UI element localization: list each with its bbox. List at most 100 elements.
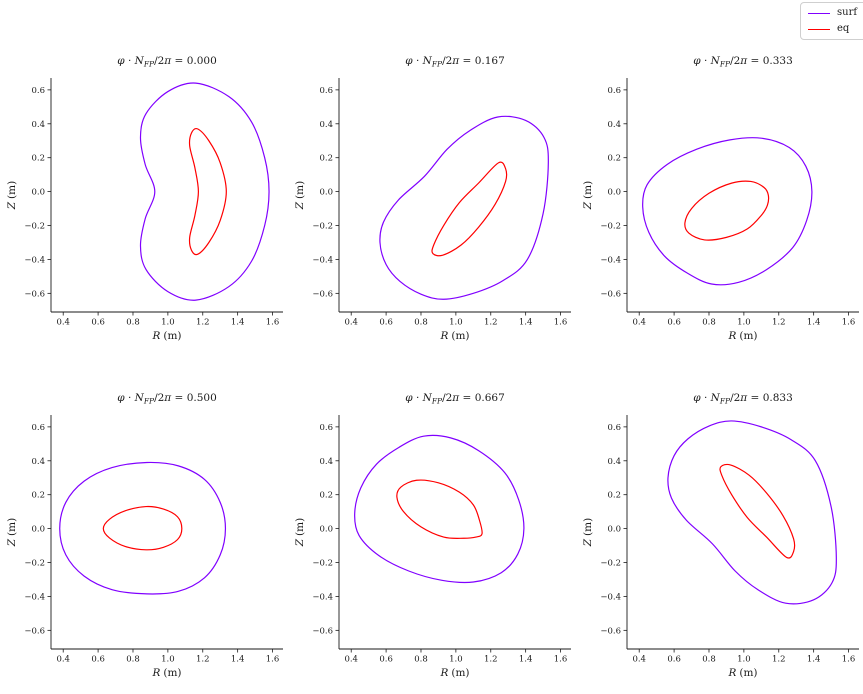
subplot-3: φ · NFP/2π = 0.500 0.4 0.6 0.8 1.0 1.2 1.4 1.6 −… xyxy=(0,337,288,694)
eq-curve xyxy=(396,479,483,539)
y-tick-label: −0.6 xyxy=(600,289,621,299)
x-tick-label: 0.6 xyxy=(91,318,105,328)
y-axis-label: Z(m) xyxy=(294,181,306,210)
legend-label-surf: surf xyxy=(837,7,858,18)
y-tick-label: 0.6 xyxy=(607,86,621,96)
x-axis-label: R (m) xyxy=(439,667,469,679)
y-tick-label: 0.2 xyxy=(31,154,45,164)
x-tick-label: 1.6 xyxy=(554,318,568,328)
x-tick-label: 0.8 xyxy=(414,318,428,328)
x-tick-label: 1.2 xyxy=(484,318,498,328)
surf-curve xyxy=(354,434,525,584)
phi-value: 0.167 xyxy=(475,55,505,67)
x-axis-label: R (m) xyxy=(151,667,181,679)
x-tick-label: 1.6 xyxy=(842,655,856,665)
y-tick-label: −0.6 xyxy=(24,289,45,299)
x-axis-label: R (m) xyxy=(727,330,757,342)
subplot-4-canvas: φ · NFP/2π = 0.667 0.4 0.6 0.8 1.0 1.2 1.4 1.6 −… xyxy=(294,392,571,679)
x-tick-label: 1.2 xyxy=(484,655,498,665)
subplot-0: φ · NFP/2π = 0.000 0.4 0.6 0.8 1.0 1.2 1.4 1.6 −… xyxy=(0,0,288,357)
surf-line-swatch xyxy=(808,12,830,14)
y-tick-label: 0.2 xyxy=(607,491,621,501)
y-tick-label: −0.2 xyxy=(600,222,621,232)
subplot-title: φ · NFP/2π = 0.833 xyxy=(693,392,793,406)
x-tick-label: 0.6 xyxy=(379,318,393,328)
phi-value: 0.000 xyxy=(187,55,217,67)
y-tick-label: 0.0 xyxy=(319,525,333,535)
surf-curve xyxy=(642,137,813,286)
x-tick-label: 1.6 xyxy=(842,318,856,328)
x-tick-label: 0.8 xyxy=(702,318,716,328)
y-tick-label: −0.4 xyxy=(24,255,45,265)
x-tick-label: 1.0 xyxy=(161,655,175,665)
y-tick-label: 0.2 xyxy=(607,154,621,164)
subplot-title: φ · NFP/2π = 0.667 xyxy=(405,392,505,406)
x-tick-label: 0.8 xyxy=(126,655,140,665)
surf-curve xyxy=(379,115,549,300)
subplot-0-canvas: φ · NFP/2π = 0.000 0.4 0.6 0.8 1.0 1.2 1.4 1.6 −… xyxy=(6,55,283,342)
subplot-title: φ · NFP/2π = 0.000 xyxy=(117,55,217,69)
y-axis-label: Z(m) xyxy=(6,181,18,210)
y-tick-label: 0.4 xyxy=(607,457,621,467)
surf-curve xyxy=(667,420,837,605)
x-tick-label: 0.6 xyxy=(379,655,393,665)
x-tick-label: 1.0 xyxy=(161,318,175,328)
x-tick-label: 0.4 xyxy=(56,318,70,328)
x-tick-label: 1.4 xyxy=(231,318,245,328)
subplot-5-canvas: φ · NFP/2π = 0.833 0.4 0.6 0.8 1.0 1.2 1.4 1.6 −… xyxy=(582,392,859,679)
subplot-2-canvas: φ · NFP/2π = 0.333 0.4 0.6 0.8 1.0 1.2 1.4 1.6 −… xyxy=(582,55,859,342)
x-tick-label: 1.0 xyxy=(449,318,463,328)
eq-curve xyxy=(719,463,796,559)
subplot-2: φ · NFP/2π = 0.333 0.4 0.6 0.8 1.0 1.2 1.4 1.6 −… xyxy=(576,0,863,357)
x-tick-label: 1.4 xyxy=(519,655,533,665)
y-tick-label: 0.2 xyxy=(31,491,45,501)
y-tick-label: −0.4 xyxy=(312,592,333,602)
x-tick-label: 1.4 xyxy=(231,655,245,665)
x-tick-label: 0.6 xyxy=(667,655,681,665)
x-tick-label: 0.4 xyxy=(344,318,358,328)
x-tick-label: 1.2 xyxy=(196,655,210,665)
surf-curve xyxy=(59,461,227,595)
x-tick-label: 0.4 xyxy=(56,655,70,665)
subplot-title: φ · NFP/2π = 0.333 xyxy=(693,55,793,69)
eq-line-swatch xyxy=(808,28,830,30)
y-tick-label: 0.6 xyxy=(607,423,621,433)
phi-value: 0.333 xyxy=(763,55,793,67)
subplot-1: φ · NFP/2π = 0.167 0.4 0.6 0.8 1.0 1.2 1.4 1.6 −… xyxy=(288,0,576,357)
y-axis-label: Z(m) xyxy=(294,518,306,547)
surf-curve xyxy=(139,82,270,301)
y-tick-label: −0.6 xyxy=(312,626,333,636)
x-axis-label: R (m) xyxy=(727,667,757,679)
subplot-title: φ · NFP/2π = 0.500 xyxy=(117,392,217,406)
x-axis-label: R (m) xyxy=(151,330,181,342)
x-tick-label: 0.6 xyxy=(91,655,105,665)
x-tick-label: 1.4 xyxy=(807,318,821,328)
y-tick-label: 0.4 xyxy=(319,457,333,467)
legend: surf eq xyxy=(800,2,863,40)
y-tick-label: −0.4 xyxy=(24,592,45,602)
x-tick-label: 1.6 xyxy=(554,655,568,665)
subplot-4: φ · NFP/2π = 0.667 0.4 0.6 0.8 1.0 1.2 1.4 1.6 −… xyxy=(288,337,576,694)
x-tick-label: 1.0 xyxy=(737,655,751,665)
y-axis-label: Z(m) xyxy=(582,518,594,547)
x-tick-label: 1.2 xyxy=(772,318,786,328)
y-tick-label: 0.6 xyxy=(319,86,333,96)
phi-value: 0.667 xyxy=(475,392,505,404)
y-tick-label: 0.4 xyxy=(31,457,45,467)
y-tick-label: 0.4 xyxy=(31,120,45,130)
y-tick-label: 0.0 xyxy=(31,525,45,535)
y-tick-label: −0.6 xyxy=(24,626,45,636)
eq-curve xyxy=(431,161,508,257)
y-tick-label: 0.0 xyxy=(319,188,333,198)
y-tick-label: 0.2 xyxy=(319,154,333,164)
x-tick-label: 1.6 xyxy=(266,655,280,665)
phi-value: 0.500 xyxy=(187,392,217,404)
y-tick-label: −0.6 xyxy=(600,626,621,636)
legend-label-eq: eq xyxy=(837,23,850,34)
y-tick-label: −0.2 xyxy=(24,559,45,569)
y-tick-label: 0.4 xyxy=(319,120,333,130)
x-tick-label: 1.0 xyxy=(449,655,463,665)
legend-entry-surf: surf xyxy=(808,7,857,19)
y-tick-label: 0.6 xyxy=(31,423,45,433)
